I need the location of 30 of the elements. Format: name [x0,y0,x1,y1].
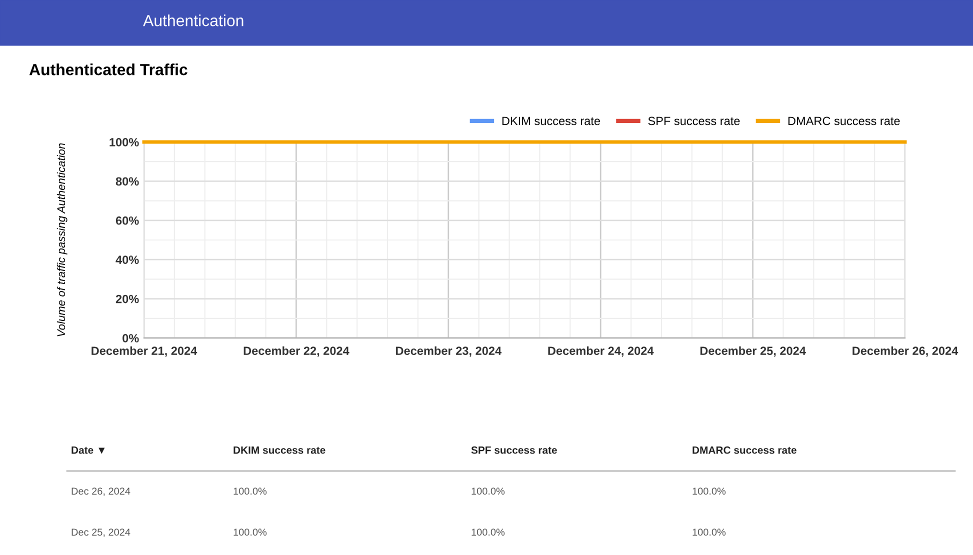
y-tick-label: 60% [116,216,139,225]
y-tick-label: 0% [122,334,139,342]
chart-title: Authenticated Traffic [29,64,188,76]
y-tick-label: 40% [116,256,139,264]
x-tick-label: December 23, 2024 [396,346,502,357]
legend-label: DMARC success rate [788,116,900,126]
text: Date ▼ [72,446,105,454]
y-tick-label: 20% [116,294,139,304]
chart-subtitle: Authentication [143,14,244,26]
text: 100.0% [472,528,505,536]
text: Dec 26, 2024 [72,488,130,496]
text: DMARC success rate [692,446,796,454]
x-tick-label: December 21, 2024 [92,346,198,357]
x-tick-label: December 22, 2024 [244,346,350,357]
y-tick-label: 80% [116,177,139,186]
text: Dec 25, 2024 [72,528,130,537]
text: DKIM success rate [234,446,326,454]
legend-label: DKIM success rate [502,116,600,126]
legend-label: SPF success rate [648,116,740,126]
x-tick-label: December 24, 2024 [548,346,654,357]
text: 100.0% [692,488,726,495]
y-axis-title: Volume of traffic passing Authentication [56,143,68,336]
x-tick-label: December 26, 2024 [852,346,958,357]
text: 100.0% [234,528,267,536]
text: 100.0% [692,528,726,536]
text: SPF success rate [471,446,557,454]
text: 100.0% [472,488,505,495]
x-tick-label: December 25, 2024 [700,346,806,357]
y-tick-label: 100% [110,138,139,146]
text: 100.0% [234,488,267,495]
